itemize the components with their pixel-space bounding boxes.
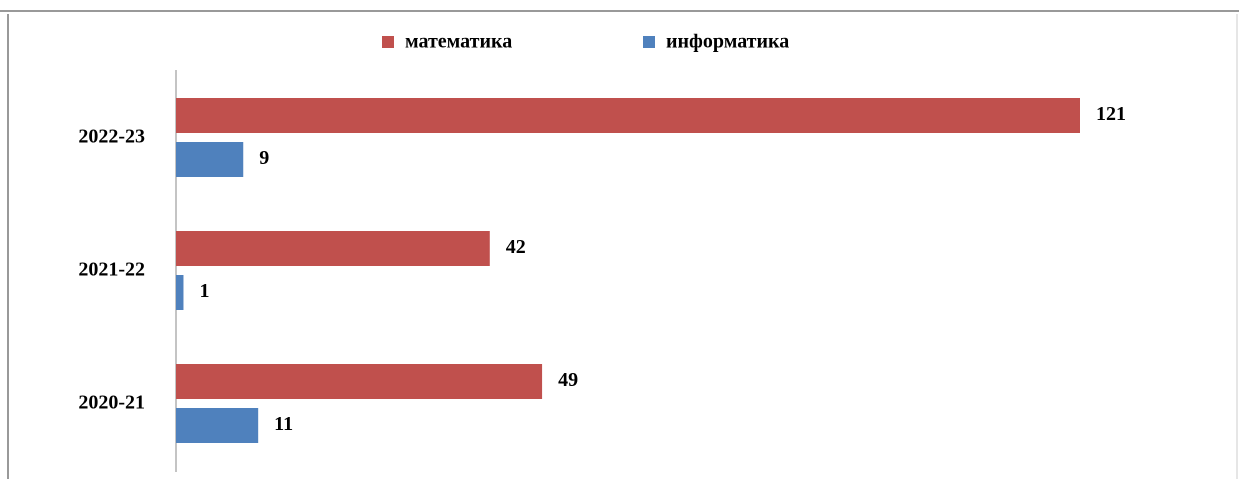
legend-swatch xyxy=(643,36,655,48)
legend-label: математика xyxy=(405,31,512,53)
bar xyxy=(176,275,184,310)
bar xyxy=(176,142,244,177)
data-label: 42 xyxy=(506,236,526,258)
bar xyxy=(176,364,543,399)
data-label: 11 xyxy=(274,413,293,435)
data-label: 1 xyxy=(199,280,209,302)
legend-label: информатика xyxy=(666,31,789,53)
bar xyxy=(176,98,1080,133)
y-tick-label: 2021-22 xyxy=(78,259,145,281)
data-label: 9 xyxy=(259,147,269,169)
legend-swatch xyxy=(382,36,394,48)
data-label: 121 xyxy=(1096,103,1126,125)
data-label: 49 xyxy=(558,369,578,391)
y-tick-label: 2022-23 xyxy=(78,126,145,148)
bar xyxy=(176,231,490,266)
bar xyxy=(176,408,259,443)
y-tick-label: 2020-21 xyxy=(78,392,145,414)
